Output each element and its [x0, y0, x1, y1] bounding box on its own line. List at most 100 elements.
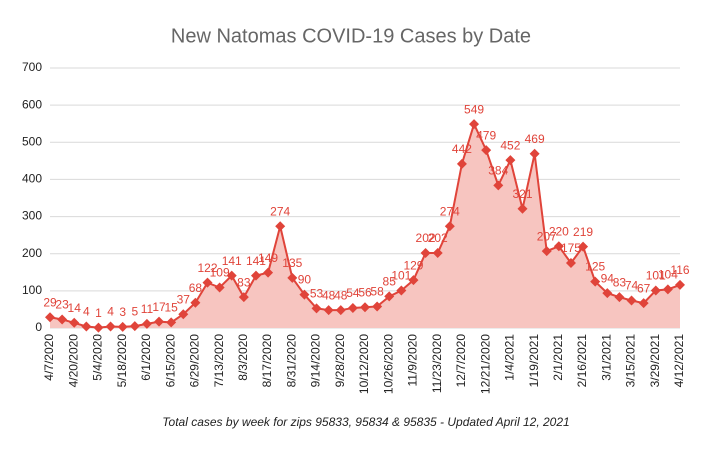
- x-tick-label: 3/1/2021: [599, 334, 613, 381]
- marker: [117, 321, 128, 332]
- marker: [238, 292, 249, 303]
- data-label: 94: [601, 271, 615, 285]
- x-tick-label: 3/15/2021: [624, 334, 638, 388]
- x-tick-label: 5/18/2020: [115, 334, 129, 388]
- data-label: 5: [131, 304, 138, 318]
- data-label: 101: [391, 269, 411, 283]
- data-label: 83: [613, 275, 627, 289]
- x-tick-label: 8/17/2020: [260, 334, 274, 388]
- data-label: 141: [246, 254, 266, 268]
- y-tick-label: 200: [22, 246, 42, 260]
- data-label: 479: [476, 128, 496, 142]
- marker: [226, 270, 237, 281]
- x-tick-label: 10/12/2020: [357, 334, 371, 394]
- x-tick-label: 8/3/2020: [236, 334, 250, 381]
- x-tick-label: 6/29/2020: [188, 334, 202, 388]
- data-label: 11: [141, 302, 154, 316]
- x-tick-label: 5/4/2020: [91, 334, 105, 381]
- marker: [541, 246, 552, 257]
- marker: [517, 203, 528, 214]
- marker: [57, 314, 68, 325]
- marker: [214, 282, 225, 293]
- x-tick-label: 11/23/2020: [430, 334, 444, 393]
- marker: [45, 312, 55, 323]
- y-tick-label: 700: [22, 60, 42, 74]
- marker: [250, 270, 261, 281]
- marker: [493, 180, 504, 191]
- marker: [529, 148, 540, 159]
- data-label: 274: [440, 204, 460, 218]
- data-label: 442: [452, 142, 472, 156]
- marker: [578, 241, 589, 252]
- marker: [372, 301, 383, 312]
- marker: [93, 322, 104, 333]
- marker: [384, 291, 395, 302]
- marker: [565, 258, 576, 268]
- data-label: 202: [428, 231, 448, 245]
- x-tick-label: 7/13/2020: [212, 334, 226, 388]
- x-tick-label: 4/12/2021: [672, 334, 686, 388]
- marker: [408, 275, 419, 286]
- marker: [553, 241, 564, 252]
- marker: [311, 303, 322, 314]
- marker: [662, 284, 673, 295]
- marker: [69, 317, 80, 328]
- data-label: 207: [537, 229, 557, 243]
- data-label: 175: [561, 241, 581, 255]
- marker: [432, 247, 443, 258]
- data-label: 58: [370, 285, 384, 299]
- data-label: 274: [270, 204, 290, 218]
- marker: [323, 305, 334, 316]
- data-label: 67: [637, 281, 651, 295]
- data-label: 23: [55, 298, 69, 312]
- marker: [81, 321, 92, 332]
- marker: [456, 158, 467, 169]
- data-label: 90: [298, 273, 312, 287]
- x-tick-label: 1/4/2021: [503, 334, 517, 381]
- data-label: 14: [68, 301, 82, 315]
- marker: [444, 221, 455, 232]
- marker: [396, 285, 407, 296]
- marker: [129, 321, 140, 332]
- marker: [505, 155, 516, 166]
- data-label: 220: [549, 224, 569, 238]
- marker: [360, 302, 370, 313]
- data-label: 384: [488, 164, 508, 178]
- marker: [614, 292, 625, 303]
- data-label: 129: [403, 258, 423, 272]
- marker: [190, 297, 201, 308]
- marker: [299, 289, 310, 300]
- marker: [154, 316, 165, 327]
- marker: [650, 285, 661, 296]
- data-label: 56: [358, 285, 372, 299]
- marker: [202, 277, 213, 288]
- y-tick-label: 500: [22, 134, 42, 148]
- x-tick-label: 12/7/2020: [454, 334, 468, 388]
- x-tick-label: 11/9/2020: [406, 334, 420, 387]
- data-label: 109: [210, 266, 230, 280]
- marker: [178, 309, 189, 320]
- marker: [420, 247, 431, 258]
- data-label: 83: [237, 275, 251, 289]
- y-tick-label: 100: [22, 283, 42, 297]
- x-tick-label: 8/31/2020: [284, 334, 298, 388]
- x-tick-label: 6/1/2020: [139, 334, 153, 381]
- marker: [602, 288, 613, 299]
- data-label: 149: [258, 251, 278, 265]
- y-tick-label: 400: [22, 172, 42, 186]
- data-label: 141: [222, 254, 242, 268]
- marker: [481, 145, 492, 156]
- data-label: 116: [670, 263, 689, 277]
- data-label: 321: [512, 187, 532, 201]
- marker: [626, 295, 637, 306]
- caption: Total cases by week for zips 95833, 9583…: [162, 415, 569, 429]
- data-label: 101: [646, 269, 666, 283]
- marker: [335, 305, 346, 316]
- y-tick-label: 600: [22, 97, 42, 111]
- marker: [263, 267, 274, 278]
- data-label: 125: [585, 260, 605, 274]
- data-label: 15: [164, 301, 178, 315]
- marker: [105, 321, 116, 332]
- data-label: 219: [573, 225, 593, 239]
